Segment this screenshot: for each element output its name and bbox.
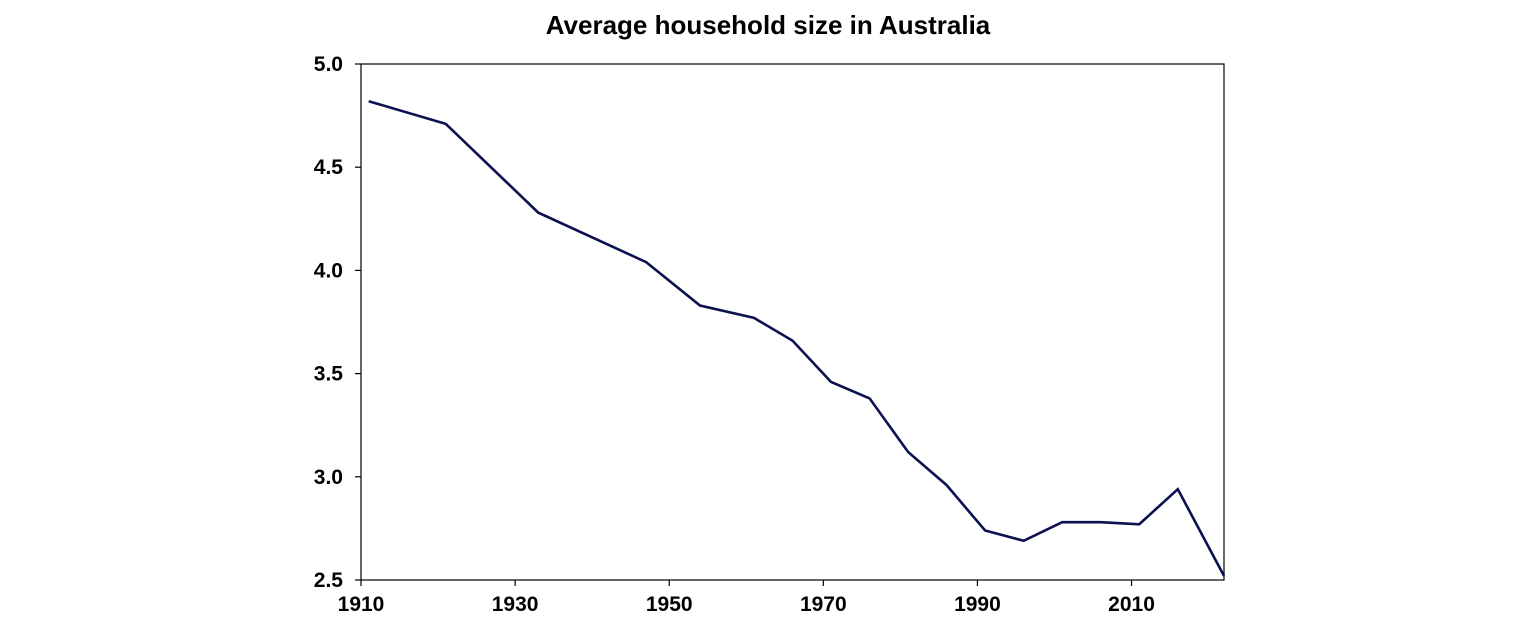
y-tick-label: 3.0: [314, 466, 343, 489]
chart-title: Average household size in Australia: [545, 10, 991, 40]
x-tick-label: 1950: [646, 593, 693, 616]
plot-frame: [360, 63, 1225, 581]
x-tick-label: 1910: [338, 593, 385, 616]
series-line: [368, 99, 1226, 577]
x-tick-label: 2010: [1108, 593, 1155, 616]
y-tick-label: 3.5: [314, 363, 344, 386]
x-tick-label: 1930: [492, 593, 539, 616]
y-tick-label: 4.5: [314, 156, 344, 179]
y-tick-label: 2.5: [314, 569, 344, 592]
y-tick-label: 4.0: [314, 259, 343, 282]
x-tick-label: 1970: [800, 593, 847, 616]
x-tick-label: 1990: [954, 593, 1001, 616]
y-tick-label: 5.0: [314, 53, 343, 76]
